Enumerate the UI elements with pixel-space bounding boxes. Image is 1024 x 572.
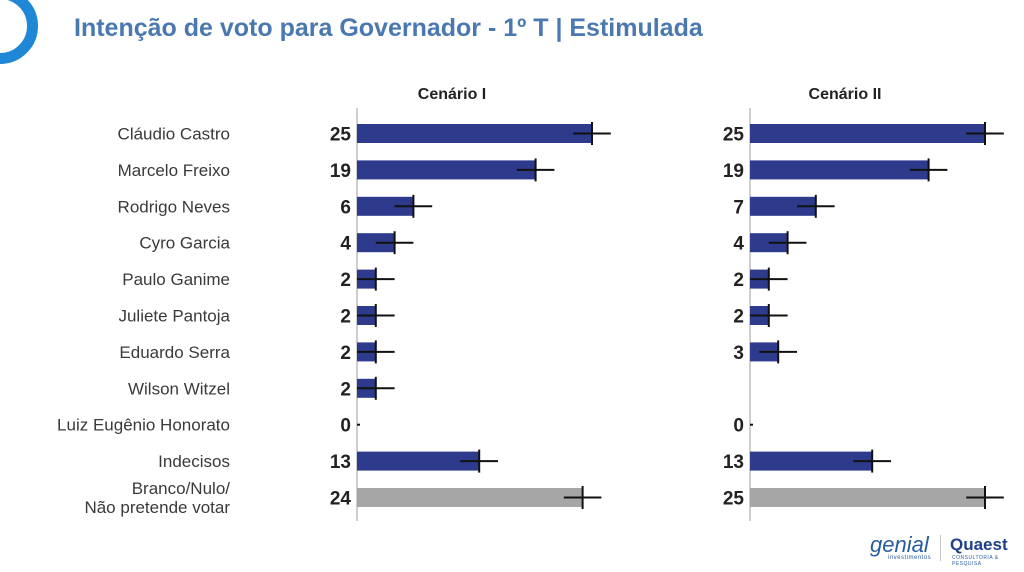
value-label: 13 [330, 452, 351, 473]
scenario-1-panel: Cenário I 25 19 6 4 2 2 2 2 0 13 24 [330, 86, 611, 521]
bar [357, 124, 592, 143]
bar [357, 160, 536, 180]
category-label-luiz-eugenio-honorato: Luiz Eugênio Honorato [57, 416, 230, 435]
value-label: 2 [340, 307, 351, 328]
value-label: 2 [340, 379, 351, 400]
value-label: 2 [733, 307, 744, 328]
quaest-logo-subtitle: CONSULTORIA & PESQUISA [952, 555, 999, 567]
bar [357, 451, 480, 471]
category-label-juliete-pantoja: Juliete Pantoja [118, 307, 230, 326]
value-label: 0 [733, 416, 744, 437]
bar [750, 124, 985, 143]
bar [357, 196, 414, 216]
category-label-line: Marcelo Freixo [118, 161, 230, 180]
category-label-line: Paulo Ganime [122, 270, 230, 289]
value-label: 13 [723, 452, 744, 473]
category-label-wilson-witzel: Wilson Witzel [128, 379, 230, 398]
scenario-title: Cenário I [418, 86, 486, 103]
genial-logo: genial [870, 532, 929, 557]
value-label: 7 [733, 197, 744, 218]
category-label-indecisos: Indecisos [158, 452, 230, 471]
value-label: 6 [340, 197, 351, 218]
value-label: 19 [723, 161, 744, 182]
value-label: 3 [733, 343, 744, 364]
value-label: 25 [330, 125, 352, 146]
bar [750, 451, 873, 471]
category-label-marcelo-freixo: Marcelo Freixo [118, 161, 230, 180]
category-label-line: Branco/Nulo/ [132, 479, 231, 498]
category-label-rodrigo-neves: Rodrigo Neves [118, 197, 230, 216]
value-label: 4 [733, 234, 744, 255]
category-labels: Cláudio Castro Marcelo Freixo Rodrigo Neve… [57, 125, 231, 518]
scenario-2-panel: Cenário II 25 19 7 4 2 2 3 0 13 25 [723, 86, 1004, 521]
value-label: 24 [330, 489, 352, 510]
value-label: 2 [733, 270, 744, 291]
genial-logo-subtitle: investimentos [888, 555, 932, 561]
category-label-cyro-garcia: Cyro Garcia [139, 234, 230, 253]
category-label-line: Não pretende votar [84, 498, 230, 517]
value-label: 2 [340, 270, 351, 291]
category-label-line: Indecisos [158, 452, 230, 471]
value-label: 25 [723, 125, 745, 146]
value-label: 4 [340, 234, 351, 255]
bar [750, 488, 985, 507]
value-label: 25 [723, 489, 745, 510]
quaest-logo: Quaest [950, 535, 1008, 554]
bar [750, 160, 929, 180]
category-label-line: Cláudio Castro [118, 125, 230, 144]
value-label: 19 [330, 161, 351, 182]
logo-divider [940, 535, 941, 561]
category-label-line: Rodrigo Neves [118, 197, 230, 216]
category-label-paulo-ganime: Paulo Ganime [122, 270, 230, 289]
category-label-line: Juliete Pantoja [118, 307, 230, 326]
category-label-branco-nulo-nao-pretende-votar: Branco/Nulo/Não pretende votar [84, 479, 230, 517]
bar [357, 488, 583, 507]
category-label-line: Eduardo Serra [119, 343, 230, 362]
page-title: Intenção de voto para Governador - 1º T … [74, 14, 703, 42]
value-label: 2 [340, 343, 351, 364]
category-label-line: Luiz Eugênio Honorato [57, 416, 230, 435]
brand-logo-circle [0, 0, 38, 64]
scenario-title: Cenário II [809, 86, 882, 103]
bar [750, 196, 816, 216]
category-label-claudio-castro: Cláudio Castro [118, 125, 230, 144]
value-label: 0 [340, 416, 351, 437]
category-label-eduardo-serra: Eduardo Serra [119, 343, 230, 362]
category-label-line: Cyro Garcia [139, 234, 230, 253]
category-label-line: Wilson Witzel [128, 379, 230, 398]
